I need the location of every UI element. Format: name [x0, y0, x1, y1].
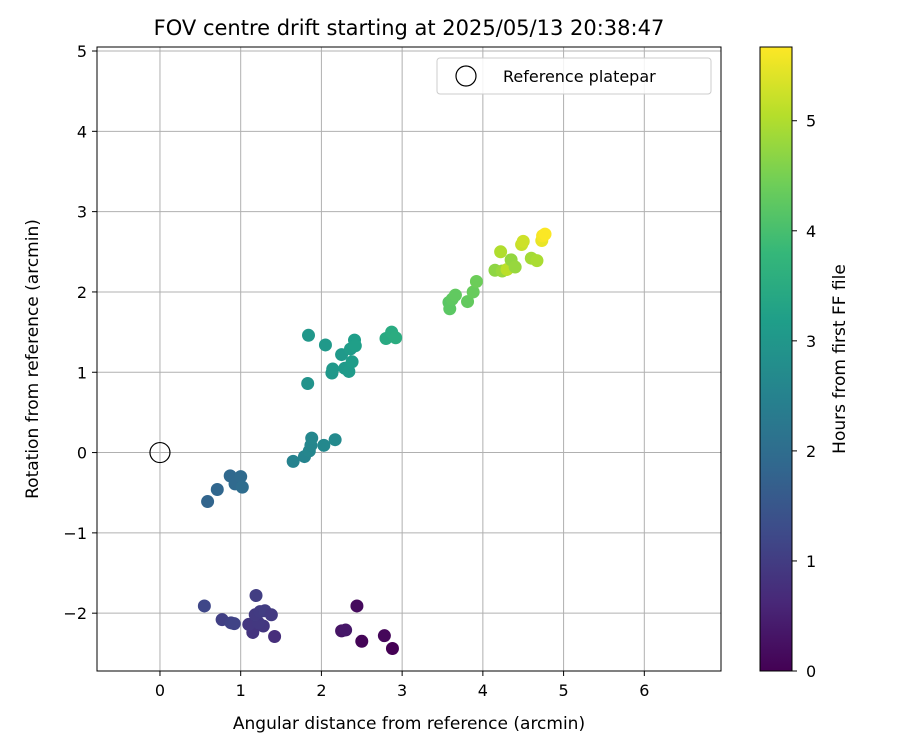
legend: Reference platepar — [436, 57, 712, 95]
data-point — [339, 623, 353, 637]
data-point — [508, 260, 522, 274]
x-axis-label: Angular distance from reference (arcmin) — [233, 714, 585, 734]
y-tick-label: 1 — [77, 363, 87, 382]
data-point — [350, 599, 364, 613]
y-tick-label: −1 — [63, 524, 87, 543]
data-point — [385, 642, 399, 656]
data-point — [301, 328, 315, 342]
y-tick-label: −2 — [63, 604, 87, 623]
x-tick-label: 5 — [558, 681, 568, 700]
legend-marker-circle-icon — [455, 65, 477, 87]
colorbar-tick-label: 5 — [806, 112, 816, 131]
data-point — [242, 617, 256, 631]
reference-marker — [149, 441, 171, 464]
data-point — [377, 629, 391, 643]
x-axis-ticks: 0 1 2 3 4 5 6 — [155, 671, 649, 700]
data-point — [201, 495, 215, 509]
colorbar-label: Hours from first FF file — [830, 264, 850, 454]
data-point — [264, 608, 278, 622]
data-point — [305, 431, 319, 445]
data-point — [328, 433, 342, 447]
grid — [97, 47, 721, 671]
data-point — [235, 480, 249, 494]
x-tick-label: 4 — [478, 681, 488, 700]
x-tick-label: 2 — [316, 681, 326, 700]
reference-platepar-marker — [149, 441, 171, 464]
data-point — [355, 634, 369, 648]
colorbar-tick-label: 3 — [806, 332, 816, 351]
data-point — [348, 339, 362, 353]
data-point — [461, 295, 475, 309]
data-point — [234, 470, 248, 484]
data-point — [326, 362, 340, 376]
data-point — [197, 599, 211, 613]
y-tick-label: 4 — [77, 122, 87, 141]
y-tick-label: 3 — [77, 203, 87, 222]
data-point — [516, 234, 530, 248]
scatter-points — [197, 227, 552, 656]
data-point — [268, 629, 282, 643]
data-point — [286, 454, 300, 468]
data-point — [538, 227, 552, 241]
data-point — [494, 245, 508, 259]
y-tick-label: 5 — [77, 42, 87, 61]
data-point — [317, 438, 331, 452]
y-axis-label: Rotation from reference (arcmin) — [23, 219, 43, 499]
y-tick-label: 0 — [77, 444, 87, 463]
y-axis-ticks: −2 −1 0 1 2 3 4 5 — [63, 42, 97, 623]
data-point — [448, 288, 462, 302]
data-point — [469, 275, 483, 289]
data-point — [318, 338, 332, 352]
plot-frame — [96, 46, 722, 672]
data-point — [210, 483, 224, 497]
colorbar: 0 1 2 3 4 5 Hours from first FF file — [759, 46, 850, 681]
colorbar-tick-label: 1 — [806, 552, 816, 571]
data-point — [466, 285, 480, 299]
data-point — [249, 589, 263, 603]
data-point — [301, 376, 315, 390]
data-point — [530, 254, 544, 268]
legend-box — [436, 57, 712, 95]
data-point — [389, 331, 403, 345]
colorbar-gradient — [759, 46, 793, 672]
colorbar-tick-label: 4 — [806, 222, 816, 241]
colorbar-tick-label: 2 — [806, 442, 816, 461]
x-tick-label: 0 — [155, 681, 165, 700]
x-tick-label: 6 — [639, 681, 649, 700]
data-point — [227, 617, 241, 631]
colorbar-tick-label: 0 — [806, 662, 816, 681]
y-tick-label: 2 — [77, 283, 87, 302]
legend-entry-reference: Reference platepar — [503, 67, 656, 86]
x-tick-label: 1 — [236, 681, 246, 700]
colorbar-ticks: 0 1 2 3 4 5 — [792, 112, 816, 681]
x-tick-label: 3 — [397, 681, 407, 700]
data-point — [345, 355, 359, 369]
chart-title: FOV centre drift starting at 2025/05/13 … — [154, 16, 665, 40]
